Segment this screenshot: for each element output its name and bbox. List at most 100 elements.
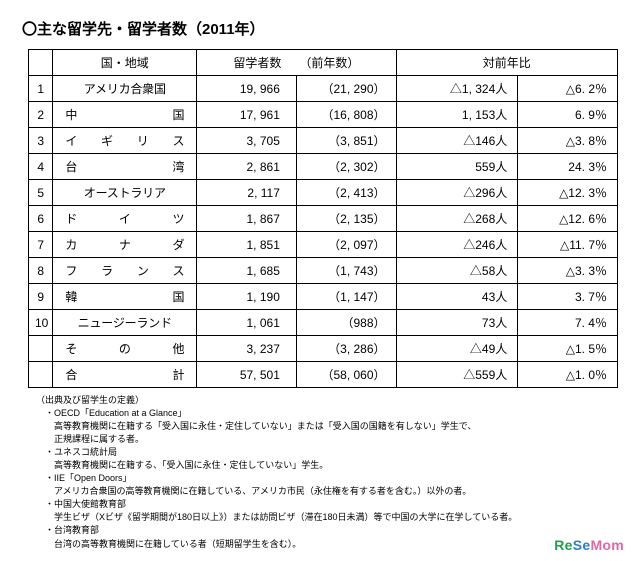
cell-diff: △49人 — [396, 336, 518, 362]
cell-country: 韓国 — [53, 284, 197, 310]
page-title: 〇主な留学先・留学者数（2011年） — [22, 18, 618, 39]
cell-students: 57, 501 — [197, 362, 297, 388]
cell-students: 19, 966 — [197, 76, 297, 102]
cell-diff: 1, 153人 — [396, 102, 518, 128]
th-students: 留学者数 （前年数） — [197, 50, 396, 76]
cell-students: 3, 705 — [197, 128, 297, 154]
cell-pct: 24. 3％ — [518, 154, 618, 180]
note-line: ・ユネスコ統計局 — [36, 446, 618, 459]
cell-pct: △1. 0％ — [518, 362, 618, 388]
cell-prev: （3, 286） — [296, 336, 396, 362]
cell-diff: △146人 — [396, 128, 518, 154]
cell-pct: △11. 7％ — [518, 232, 618, 258]
cell-rank — [29, 336, 53, 362]
cell-rank: 2 — [29, 102, 53, 128]
site-logo: ReSeMom — [554, 537, 624, 553]
cell-rank: 3 — [29, 128, 53, 154]
cell-prev: （58, 060） — [296, 362, 396, 388]
table-row: 6ドイツ1, 867（2, 135）△268人△12. 6％ — [29, 206, 618, 232]
cell-diff: 559人 — [396, 154, 518, 180]
note-line: ・IIE「Open Doors」 — [36, 472, 618, 485]
logo-part-re: Re — [554, 537, 573, 553]
cell-rank: 7 — [29, 232, 53, 258]
logo-part-mom: Mom — [590, 537, 624, 553]
th-yoy: 対前年比 — [396, 50, 617, 76]
cell-country: アメリカ合衆国 — [53, 76, 197, 102]
cell-country: ドイツ — [53, 206, 197, 232]
cell-prev: （1, 147） — [296, 284, 396, 310]
cell-rank: 10 — [29, 310, 53, 336]
note-line: ・台湾教育部 — [36, 524, 618, 537]
note-line: 高等教育機関に在籍する、「受入国に永住・定住していない」学生。 — [36, 459, 618, 472]
table-row: 2中国17, 961（16, 808）1, 153人6. 9％ — [29, 102, 618, 128]
cell-diff: 43人 — [396, 284, 518, 310]
table-row: 1アメリカ合衆国19, 966（21, 290）△1, 324人△6. 2％ — [29, 76, 618, 102]
study-abroad-table: 国・地域 留学者数 （前年数） 対前年比 1アメリカ合衆国19, 966（21,… — [28, 49, 618, 388]
cell-prev: （2, 097） — [296, 232, 396, 258]
cell-country: オーストラリア — [53, 180, 197, 206]
logo-part-se: Se — [573, 537, 591, 553]
cell-pct: △3. 8％ — [518, 128, 618, 154]
cell-rank: 4 — [29, 154, 53, 180]
cell-country: その他 — [53, 336, 197, 362]
cell-prev: （988） — [296, 310, 396, 336]
cell-pct: △12. 6％ — [518, 206, 618, 232]
cell-diff: △559人 — [396, 362, 518, 388]
cell-students: 17, 961 — [197, 102, 297, 128]
note-line: 学生ビザ（Xビザ《留学期間が180日以上》）または訪問ビザ（滞在180日未満）等… — [36, 511, 618, 524]
cell-students: 3, 237 — [197, 336, 297, 362]
cell-diff: 73人 — [396, 310, 518, 336]
cell-pct: △6. 2％ — [518, 76, 618, 102]
cell-prev: （1, 743） — [296, 258, 396, 284]
cell-pct: △3. 3％ — [518, 258, 618, 284]
cell-students: 1, 851 — [197, 232, 297, 258]
cell-rank: 1 — [29, 76, 53, 102]
table-row: 3イギリス3, 705（3, 851）△146人△3. 8％ — [29, 128, 618, 154]
source-notes: （出典及び留学生の定義） ・OECD「Education at a Glance… — [36, 394, 618, 551]
cell-prev: （2, 135） — [296, 206, 396, 232]
cell-students: 1, 190 — [197, 284, 297, 310]
cell-country: イギリス — [53, 128, 197, 154]
cell-diff: △296人 — [396, 180, 518, 206]
cell-pct: △1. 5％ — [518, 336, 618, 362]
cell-diff: △246人 — [396, 232, 518, 258]
note-line: 台湾の高等教育機関に在籍している者（短期留学生を含む）。 — [36, 538, 618, 551]
table-row: 8フランス1, 685（1, 743）△58人△3. 3％ — [29, 258, 618, 284]
table-row: 7カナダ1, 851（2, 097）△246人△11. 7％ — [29, 232, 618, 258]
cell-prev: （3, 851） — [296, 128, 396, 154]
cell-rank: 6 — [29, 206, 53, 232]
cell-rank: 8 — [29, 258, 53, 284]
th-country: 国・地域 — [53, 50, 197, 76]
cell-diff: △268人 — [396, 206, 518, 232]
note-line: 正規課程に属する者。 — [36, 433, 618, 446]
cell-prev: （2, 413） — [296, 180, 396, 206]
table-row: 4台湾2, 861（2, 302）559人24. 3％ — [29, 154, 618, 180]
cell-rank — [29, 362, 53, 388]
cell-rank: 9 — [29, 284, 53, 310]
cell-students: 1, 685 — [197, 258, 297, 284]
cell-students: 2, 861 — [197, 154, 297, 180]
cell-students: 1, 061 — [197, 310, 297, 336]
cell-pct: 7. 4％ — [518, 310, 618, 336]
cell-pct: 6. 9％ — [518, 102, 618, 128]
table-row: 9韓国1, 190（1, 147）43人3. 7％ — [29, 284, 618, 310]
note-line: アメリカ合衆国の高等教育機関に在籍している、アメリカ市民（永住権を有する者を含む… — [36, 485, 618, 498]
cell-pct: 3. 7％ — [518, 284, 618, 310]
cell-students: 2, 117 — [197, 180, 297, 206]
table-row: その他3, 237（3, 286）△49人△1. 5％ — [29, 336, 618, 362]
cell-country: 中国 — [53, 102, 197, 128]
table-row: 10ニュージーランド1, 061（988）73人7. 4％ — [29, 310, 618, 336]
cell-country: 合計 — [53, 362, 197, 388]
cell-prev: （16, 808） — [296, 102, 396, 128]
table-header-row: 国・地域 留学者数 （前年数） 対前年比 — [29, 50, 618, 76]
table-row: 合計57, 501（58, 060）△559人△1. 0％ — [29, 362, 618, 388]
cell-country: ニュージーランド — [53, 310, 197, 336]
cell-country: 台湾 — [53, 154, 197, 180]
cell-students: 1, 867 — [197, 206, 297, 232]
note-line: 高等教育機関に在籍する「受入国に永住・定住していない」または「受入国の国籍を有し… — [36, 420, 618, 433]
note-line: （出典及び留学生の定義） — [36, 394, 618, 407]
cell-country: カナダ — [53, 232, 197, 258]
cell-pct: △12. 3％ — [518, 180, 618, 206]
cell-rank: 5 — [29, 180, 53, 206]
cell-diff: △1, 324人 — [396, 76, 518, 102]
